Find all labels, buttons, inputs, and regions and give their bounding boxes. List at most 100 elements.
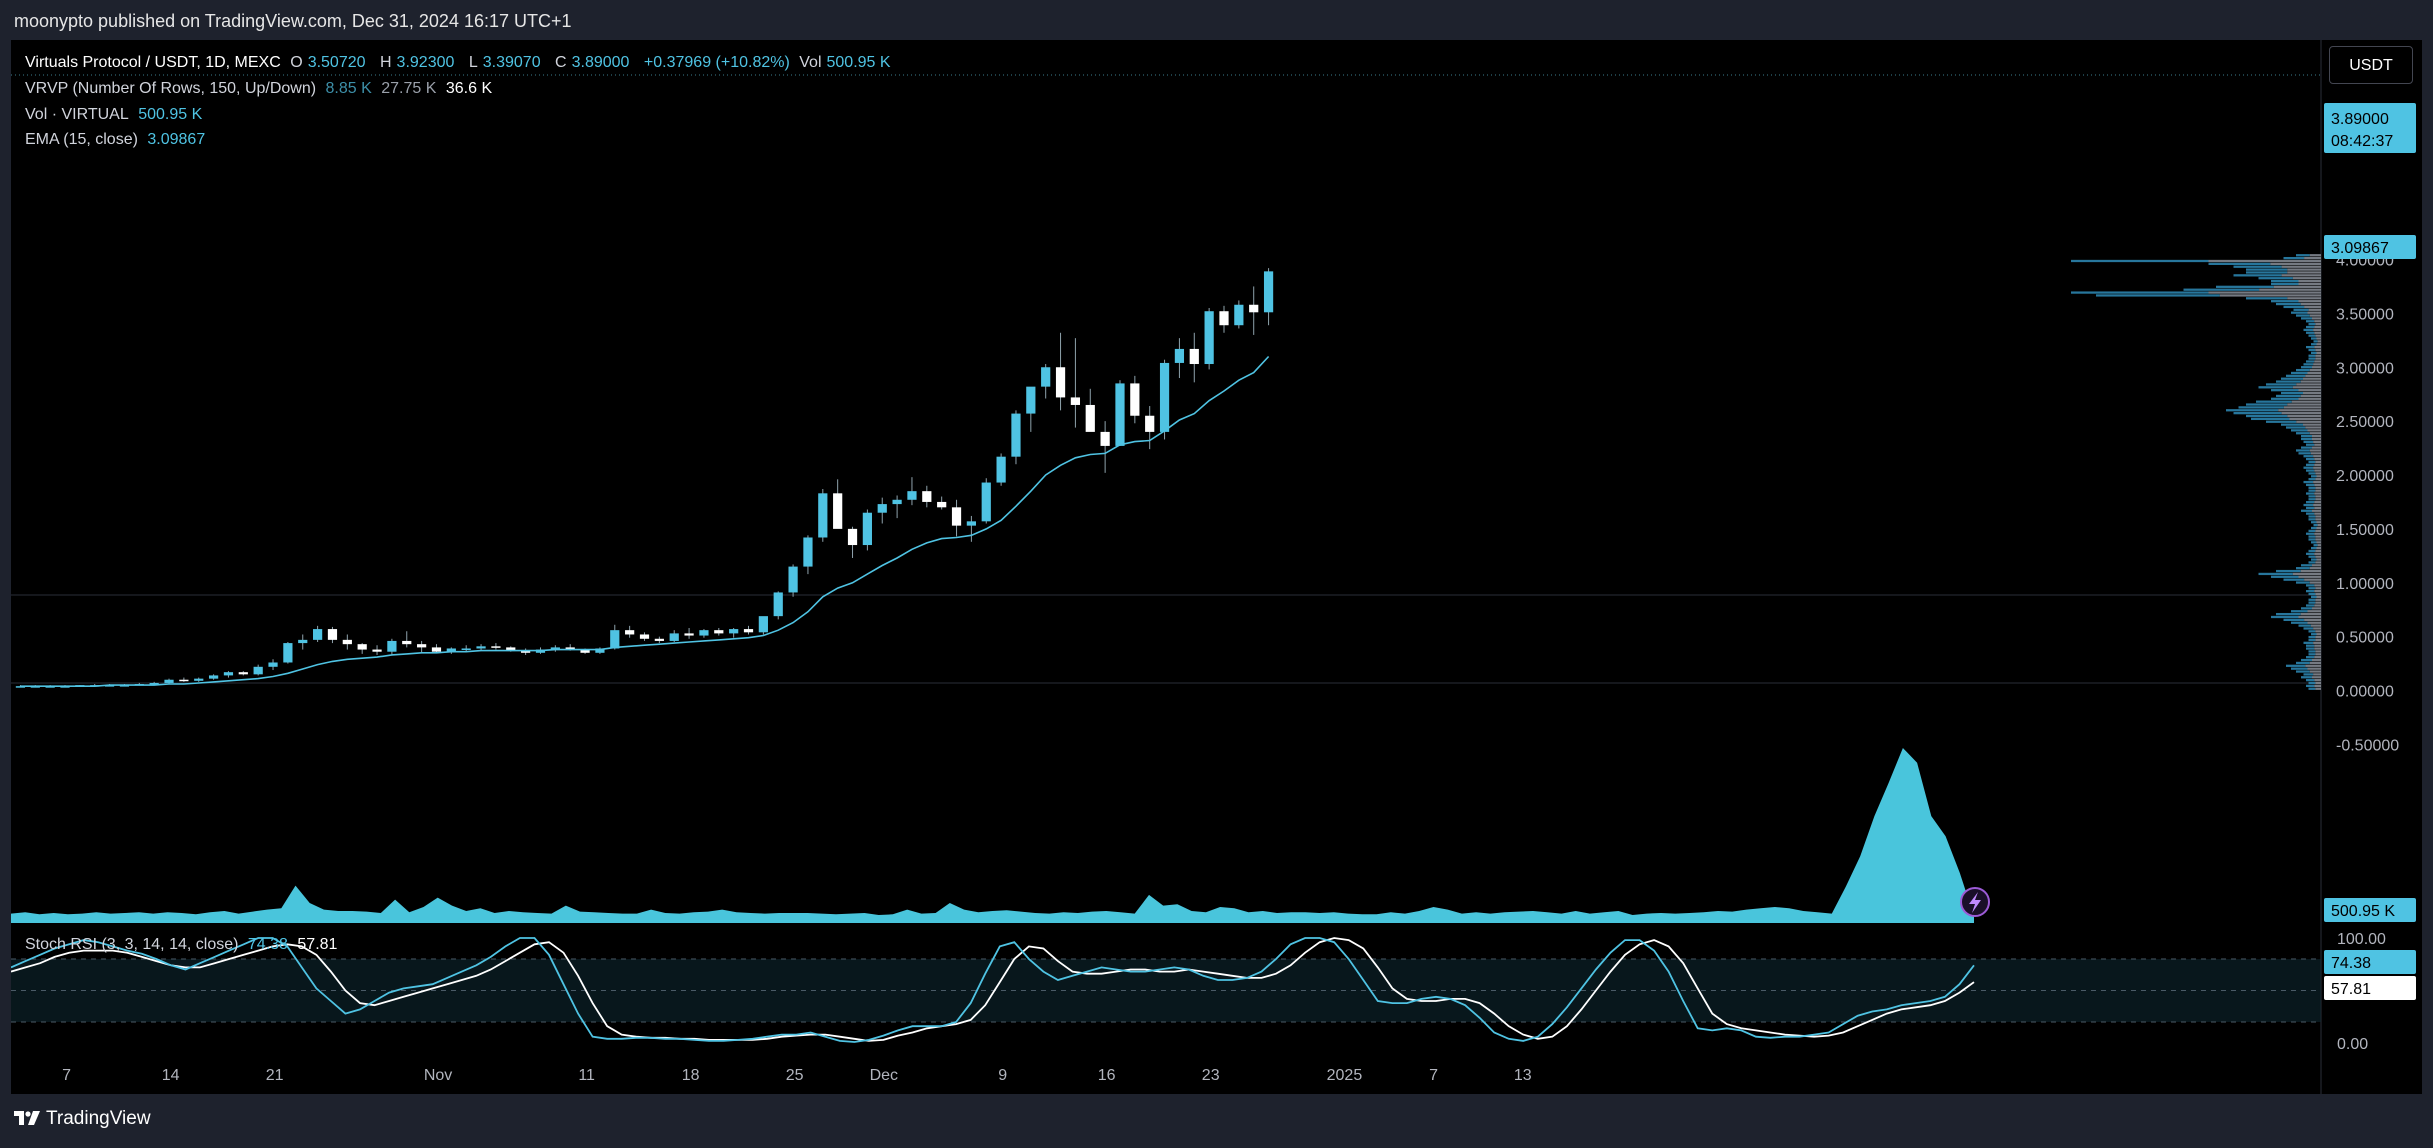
stoch-legend[interactable]: Stoch RSI (3, 3, 14, 14, close) 74.38 57… <box>25 936 342 954</box>
vrvp-bar-up <box>2271 575 2299 578</box>
vrvp-bar-down <box>2307 621 2321 624</box>
vrvp-bar-down <box>2312 366 2321 369</box>
vrvp-bar-up <box>2246 403 2288 406</box>
vrvp-bar-up <box>2233 274 2282 277</box>
candle-body <box>669 633 679 641</box>
vrvp-bar-down <box>2312 564 2321 567</box>
vrvp-bar-up <box>2306 584 2315 587</box>
vrvp-bar-down <box>2304 305 2321 309</box>
vrvp-bar-down <box>2314 584 2321 587</box>
vrvp-bar-up <box>2308 650 2316 653</box>
candle-body <box>966 521 977 526</box>
vrvp-bar-up <box>2308 635 2316 639</box>
vrvp-bar-down <box>2314 469 2321 472</box>
vrvp-bar-down <box>2315 518 2321 521</box>
candle-body <box>892 499 902 505</box>
vrvp-bar-down <box>2312 607 2321 610</box>
vrvp-bar-up <box>2308 334 2316 337</box>
vrvp-bar-up <box>2313 523 2318 527</box>
vrvp-bar-up <box>2306 483 2315 487</box>
price-tick: 2.00000 <box>2336 468 2394 485</box>
vrvp-bar-up <box>2308 538 2316 541</box>
vrvp-bar-down <box>2289 417 2321 421</box>
chart-canvas[interactable]: 4.000003.500003.000002.500002.000001.500… <box>11 40 2422 1094</box>
vrvp-bar-down <box>2298 397 2321 400</box>
vrvp-bar-down <box>2313 328 2321 332</box>
candle-body <box>937 501 947 508</box>
tradingview-logo[interactable]: TradingView <box>14 1108 151 1130</box>
vol-value: 500.95 K <box>826 54 891 71</box>
vrvp-bar-down <box>2296 383 2321 386</box>
vrvp-bar-down <box>2309 670 2321 673</box>
chart-area[interactable]: 4.00000 3.50000 3.00000 2.50000 2.00000 1.500… <box>11 40 2422 1094</box>
candle-body <box>639 634 650 639</box>
candle-body <box>1026 386 1036 414</box>
vrvp-bar-up <box>2308 472 2316 475</box>
vol-label: Vol <box>799 54 822 71</box>
vrvp-bar-up <box>2306 656 2315 659</box>
vrvp-bar-down <box>2287 268 2321 271</box>
vrvp-legend[interactable]: VRVP (Number Of Rows, 150, Up/Down) 8.85… <box>25 80 497 98</box>
vrvp-bar-up <box>2303 328 2314 332</box>
vrvp-bar-down <box>2316 633 2321 636</box>
currency-button[interactable]: USDT <box>2329 46 2413 84</box>
time-tick: 14 <box>162 1067 180 1084</box>
vrvp-bar-up <box>2303 363 2314 366</box>
volume-badge-text: 500.95 K <box>2331 903 2395 920</box>
vrvp-bar-up <box>2311 351 2317 354</box>
candle-body <box>550 647 560 650</box>
vrvp-bar-up <box>2246 297 2288 300</box>
candle-body <box>907 491 917 500</box>
candle-body <box>654 638 664 641</box>
stoch-name: Stoch RSI (3, 3, 14, 14, close) <box>25 936 239 953</box>
stoch-rsi-panel <box>11 937 2321 1043</box>
vrvp-bar-down <box>2314 552 2321 555</box>
stoch-tick: 100.00 <box>2337 931 2386 948</box>
ema-legend[interactable]: EMA (15, close) 3.09867 <box>25 131 210 149</box>
vrvp-bar-up <box>2301 564 2312 567</box>
vrvp-bar-down <box>2316 337 2321 340</box>
vrvp-bar-up <box>2246 268 2288 271</box>
candle-body <box>565 647 575 650</box>
vrvp-bar-up <box>2308 348 2316 352</box>
lightning-icon[interactable] <box>1960 887 1990 917</box>
candle-body <box>610 630 620 649</box>
vrvp-bar-down <box>2300 569 2321 573</box>
ema-value: 3.09867 <box>147 131 206 148</box>
vrvp-bar-down <box>2312 509 2321 512</box>
candle-body <box>506 647 516 651</box>
vrvp-bar-up <box>2306 532 2315 535</box>
vrvp-bar-up <box>2308 638 2316 642</box>
vrvp-bar-up <box>2298 624 2311 627</box>
vrvp-bar-up <box>2308 515 2316 518</box>
vrvp-bar-up <box>2296 581 2310 584</box>
vrvp-bar-up <box>2308 495 2316 498</box>
candle-body <box>342 639 352 645</box>
vrvp-bar-up <box>2071 259 2209 263</box>
vrvp-bar-up <box>2246 271 2288 274</box>
stoch-d-value: 57.81 <box>297 936 338 953</box>
price-tick: 0.50000 <box>2336 630 2394 647</box>
stoch-k-line <box>11 937 1975 1043</box>
vrvp-bar-up <box>2308 587 2316 590</box>
vrvp-bar-down <box>2307 667 2321 670</box>
vrvp-bar-up <box>2308 561 2316 564</box>
axes: 4.000003.500003.000002.500002.000001.500… <box>62 103 2416 1084</box>
symbol-legend: Virtuals Protocol / USDT, 1D, MEXC O 3.50… <box>25 54 901 72</box>
vrvp-bar-up <box>2291 667 2308 670</box>
stoch-k-badge-bg <box>2324 950 2416 974</box>
vrvp-bar-down <box>2314 325 2321 329</box>
vrvp-bar-down <box>2313 440 2321 443</box>
vrvp-bar-down <box>2300 302 2321 306</box>
vrvp-bar-up <box>2256 400 2292 403</box>
vrvp-bar-down <box>2314 532 2321 535</box>
vrvp-bar-down <box>2309 661 2321 665</box>
candle-body <box>521 650 531 653</box>
vrvp-bar-down <box>2314 463 2321 466</box>
vrvp-bar-up <box>2306 644 2315 647</box>
candle-body <box>417 644 427 648</box>
vrvp-bar-up <box>2308 535 2316 538</box>
volume-legend[interactable]: Vol · VIRTUAL 500.95 K <box>25 106 207 124</box>
low-label: L <box>468 54 478 71</box>
vrvp-bar-up <box>2251 417 2290 421</box>
